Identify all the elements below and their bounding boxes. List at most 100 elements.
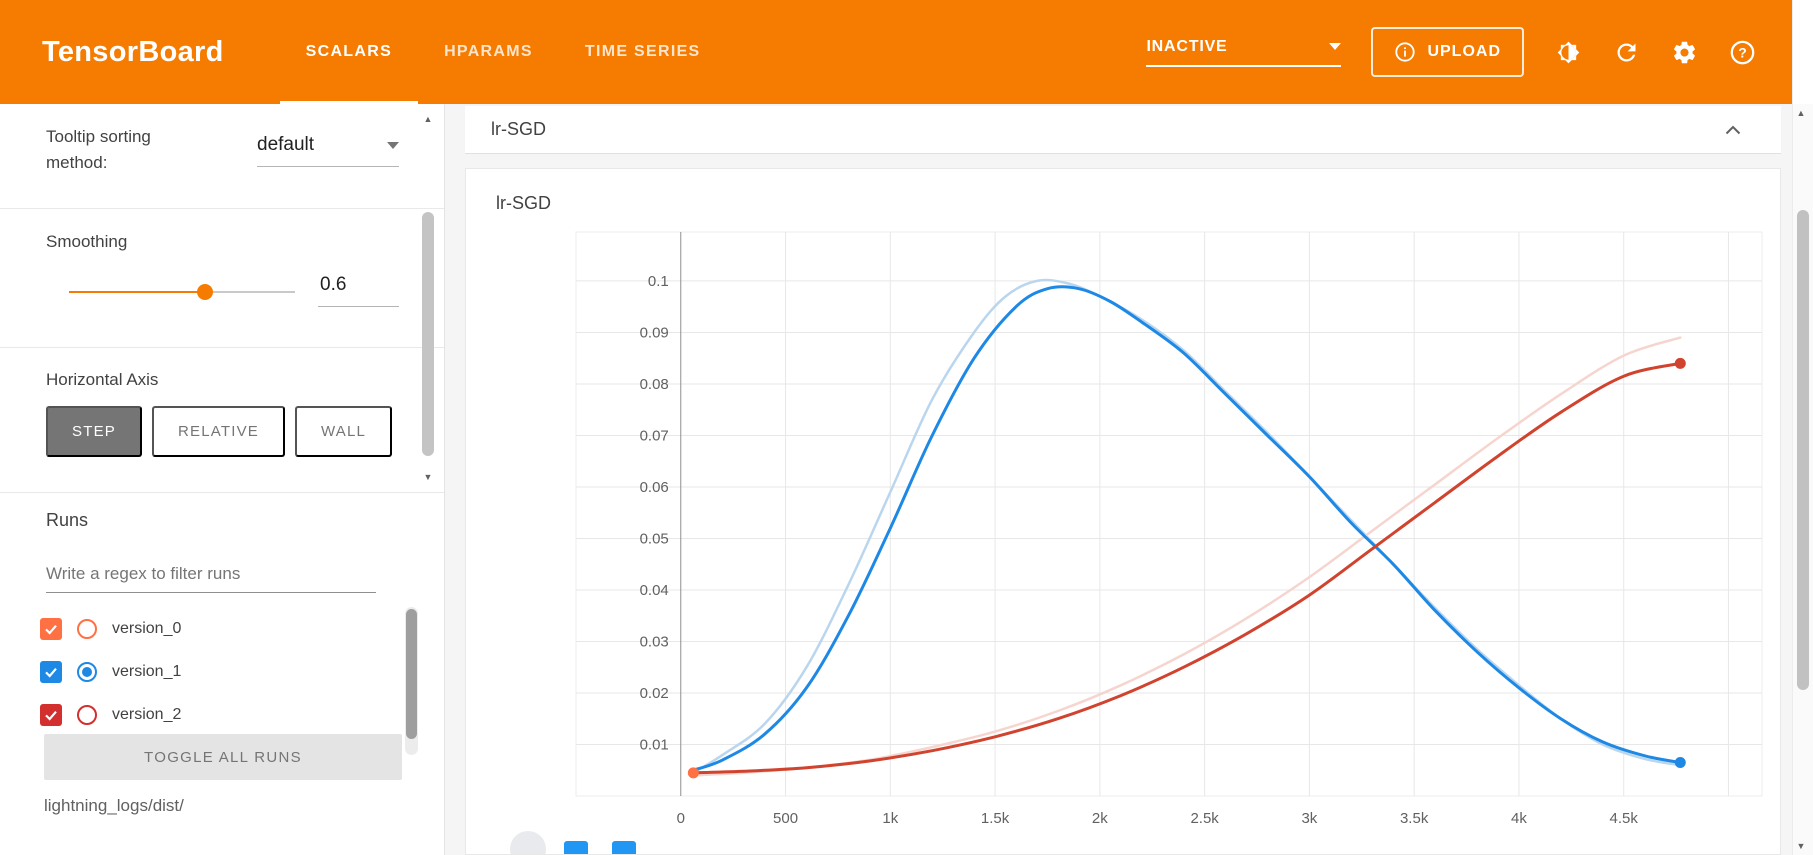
check-icon	[45, 624, 57, 635]
scroll-up-arrow[interactable]: ▲	[423, 114, 433, 124]
x-tick-label: 4k	[1511, 810, 1527, 827]
run-radio[interactable]	[77, 661, 97, 682]
slider-thumb[interactable]	[196, 284, 213, 300]
run-radio[interactable]	[77, 618, 97, 639]
nav-tabs: SCALARS HPARAMS TIME SERIES	[279, 0, 727, 104]
upload-button-label: UPLOAD	[1427, 43, 1501, 60]
chart-action-button-2[interactable]	[612, 841, 636, 854]
runs-list: version_0 version_1 version_2	[40, 607, 380, 736]
toggle-all-runs-button[interactable]: TOGGLE ALL RUNS	[44, 734, 402, 780]
refresh-button[interactable]	[1612, 38, 1640, 66]
log-directory-path: lightning_logs/dist/	[44, 796, 184, 815]
tensorboard-logo[interactable]: TensorBoard	[42, 35, 224, 68]
y-tick-label: 0.04	[640, 582, 669, 599]
divider	[0, 347, 444, 348]
y-tick-label: 0.02	[640, 685, 669, 702]
series-version_1-smoothed	[691, 285, 1682, 772]
chart-action-circle-button[interactable]	[510, 831, 546, 854]
run-checkbox[interactable]	[40, 660, 62, 683]
info-icon	[1395, 42, 1416, 62]
x-tick-label: 1.5k	[981, 810, 1010, 827]
tab-time-series[interactable]: TIME SERIES	[584, 43, 701, 60]
chart-title: lr-SGD	[496, 193, 551, 213]
settings-scrollbar[interactable]: ▲ ▼	[420, 104, 436, 492]
chevron-down-icon	[1329, 43, 1342, 50]
runs-scrollbar[interactable]	[405, 607, 418, 755]
brightness-toggle-button[interactable]	[1554, 38, 1582, 66]
run-name: version_0	[112, 619, 182, 637]
end-marker-version_1	[1674, 757, 1686, 769]
x-tick-label: 4.5k	[1610, 810, 1639, 827]
run-name: version_1	[112, 662, 182, 680]
scrollbar-thumb[interactable]	[406, 609, 417, 739]
scrollbar-thumb[interactable]	[1797, 210, 1809, 690]
x-tick-label: 0	[677, 810, 685, 827]
run-row-version-1[interactable]: version_1	[40, 650, 380, 693]
tooltip-sorting-select[interactable]: default	[257, 134, 399, 167]
chevron-down-icon	[387, 141, 399, 149]
chart-group-title: lr-SGD	[491, 119, 546, 139]
chart-action-button-1[interactable]	[564, 841, 588, 854]
run-radio[interactable]	[77, 704, 97, 725]
settings-button[interactable]	[1670, 38, 1698, 66]
x-tick-label: 1k	[882, 810, 898, 827]
end-marker-version_0	[687, 767, 699, 779]
axis-relative-button[interactable]: RELATIVE	[151, 406, 285, 457]
runs-filter-input[interactable]	[46, 556, 376, 593]
smoothing-value-input[interactable]: 0.6	[318, 268, 399, 307]
page-scrollbar[interactable]: ▲ ▼	[1793, 104, 1813, 855]
run-row-version-2[interactable]: version_2	[40, 693, 380, 736]
divider	[0, 208, 444, 209]
chevron-up-icon[interactable]	[1725, 125, 1741, 135]
run-name: version_2	[112, 705, 182, 723]
scroll-down-arrow[interactable]: ▼	[1796, 841, 1806, 851]
horizontal-axis-buttons: STEP RELATIVE WALL	[46, 406, 393, 457]
x-tick-label: 3.5k	[1400, 810, 1429, 827]
lr-sgd-chart[interactable]: 0.01 0.02 0.03 0.04 0.05 0.06 0.07 0.08 0.09 0.1 0…	[466, 219, 1781, 855]
scrollbar-column: ▲ ▼	[1792, 0, 1813, 855]
tab-hparams[interactable]: HPARAMS	[444, 43, 533, 60]
tooltip-sorting-label: Tooltip sorting method:	[46, 127, 151, 172]
y-tick-label: 0.1	[648, 273, 669, 290]
scroll-up-arrow[interactable]: ▲	[1796, 108, 1806, 118]
horizontal-axis-label: Horizontal Axis	[46, 370, 159, 389]
plot-border	[575, 231, 1763, 797]
header-controls: INACTIVE UPLOAD	[1146, 27, 1756, 77]
smoothing-slider[interactable]	[69, 282, 295, 302]
smoothing-label: Smoothing	[46, 232, 128, 251]
y-tick-label: 0.06	[640, 479, 669, 496]
x-tick-label: 500	[773, 810, 798, 827]
y-tick-label: 0.08	[640, 376, 669, 393]
divider	[0, 492, 444, 493]
scalar-chart-card: lr-SGD 0.01 0.02 0.03 0.04 0.05 0.06 0.07 0.08 0…	[465, 168, 1781, 855]
tab-scalars[interactable]: SCALARS	[279, 0, 419, 104]
status-dropdown[interactable]: INACTIVE	[1146, 37, 1342, 67]
tooltip-sorting-value: default	[257, 134, 315, 155]
scrollbar-thumb[interactable]	[422, 212, 434, 456]
app-header: TensorBoard SCALARS HPARAMS TIME SERIES …	[0, 0, 1792, 104]
svg-text:?: ?	[1738, 44, 1747, 60]
y-tick-label: 0.03	[640, 633, 669, 650]
slider-fill	[69, 291, 205, 293]
upload-button[interactable]: UPLOAD	[1371, 27, 1524, 77]
run-row-version-0[interactable]: version_0	[40, 607, 380, 650]
help-button[interactable]: ?	[1728, 38, 1756, 66]
settings-sidebar: Tooltip sorting method: default Smoothin…	[0, 104, 445, 855]
y-tick-label: 0.01	[640, 736, 669, 753]
run-checkbox[interactable]	[40, 617, 62, 640]
chart-group-header[interactable]: lr-SGD	[465, 106, 1781, 154]
x-tick-label: 2.5k	[1190, 810, 1219, 827]
axis-step-button[interactable]: STEP	[46, 406, 142, 457]
gear-icon	[1673, 41, 1695, 63]
scroll-down-arrow[interactable]: ▼	[423, 472, 433, 482]
y-tick-label: 0.05	[640, 530, 669, 547]
brightness-icon	[1557, 41, 1579, 63]
series-version_2-original	[692, 336, 1682, 777]
status-dropdown-value: INACTIVE	[1146, 37, 1228, 55]
runs-label: Runs	[46, 510, 89, 530]
check-icon	[45, 710, 57, 721]
series-version_2-smoothed	[691, 361, 1682, 775]
axis-wall-button[interactable]: WALL	[295, 406, 393, 457]
check-icon	[45, 667, 57, 678]
run-checkbox[interactable]	[40, 703, 62, 726]
